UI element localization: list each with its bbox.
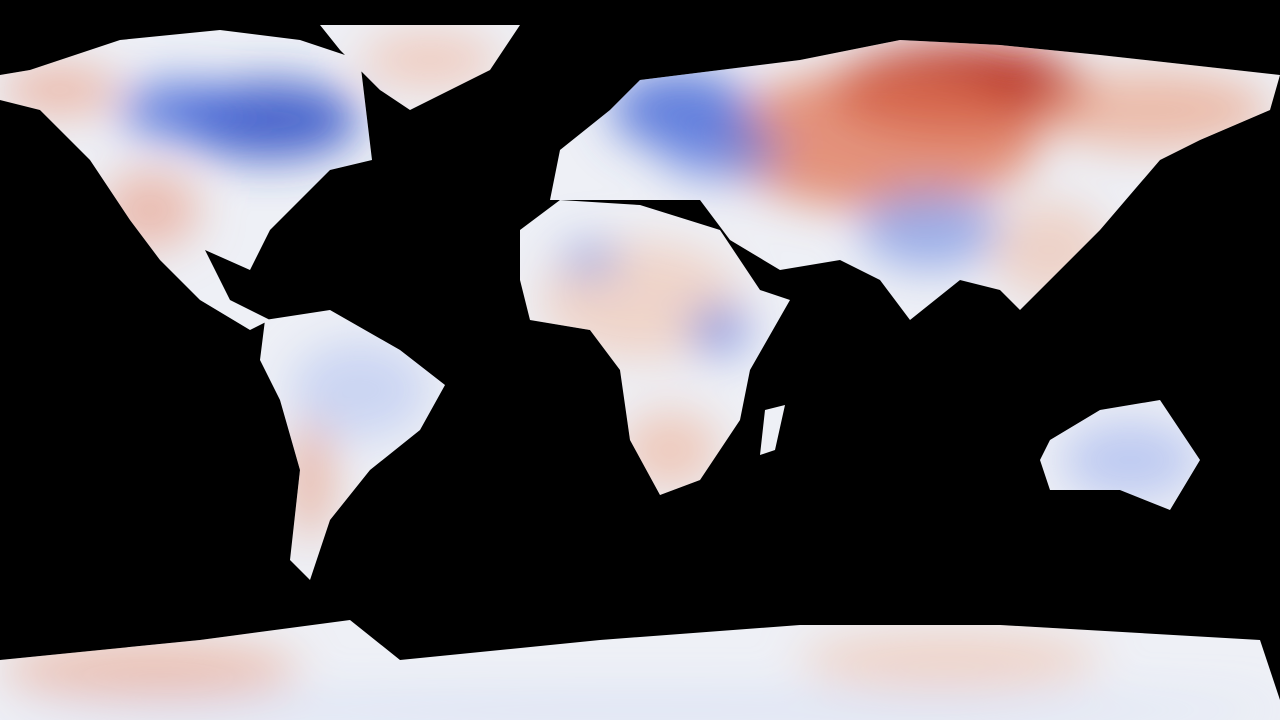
anomaly-field (0, 30, 1280, 720)
